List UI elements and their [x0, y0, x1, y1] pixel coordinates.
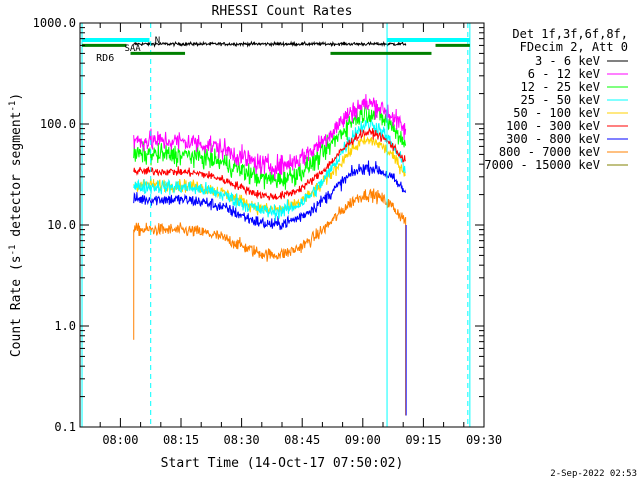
data-layer	[133, 40, 407, 416]
y-tick-label: 0.1	[54, 420, 76, 434]
series-line-3	[133, 116, 406, 221]
legend-label: 300 - 800 keV	[506, 132, 600, 146]
y-label-pre: Count Rate (s	[9, 255, 24, 357]
saa-label: N	[155, 36, 160, 46]
x-tick-label: 09:00	[345, 433, 381, 447]
series-line-5	[133, 127, 407, 201]
legend-label: 6 - 12 keV	[528, 67, 600, 81]
y-label-sup2: -1	[8, 101, 18, 112]
y-tick-label: 1000.0	[33, 16, 76, 30]
axis-layer: 08:00 08:15 08:30 08:45 09:00 09:15 09:30 0.1 1.…	[33, 16, 502, 447]
timestamp: 2-Sep-2022 02:53	[550, 469, 637, 479]
x-tick-label: 08:15	[163, 433, 199, 447]
series-line-0	[133, 40, 407, 48]
rd6-label: RD6	[96, 53, 114, 64]
chart-title: RHESSI Count Rates	[212, 4, 353, 19]
legend-label: 12 - 25 keV	[521, 80, 600, 94]
y-label-post: )	[9, 93, 24, 101]
saa-label-2: SAA	[124, 44, 141, 54]
y-label-sup1: -1	[8, 245, 18, 256]
x-tick-label: 08:00	[102, 433, 138, 447]
y-label-mid: detector segment	[9, 112, 24, 245]
legend-header-line: Det 1f,3f,6f,8f,	[512, 27, 628, 41]
series-line-1	[133, 94, 407, 180]
x-axis-label: Start Time (14-Oct-17 07:50:02)	[161, 456, 404, 471]
x-tick-label: 09:15	[405, 433, 441, 447]
legend-label: 3 - 6 keV	[535, 54, 600, 68]
legend-label: 25 - 50 keV	[521, 93, 600, 107]
legend-label: 50 - 100 keV	[513, 106, 600, 120]
legend-label: 7000 - 15000 keV	[484, 158, 600, 172]
legend: Det 1f,3f,6f,8f,FDecim 2, Att 03 - 6 keV…	[484, 27, 628, 172]
y-tick-label: 1.0	[54, 319, 76, 333]
legend-header-line: FDecim 2, Att 0	[520, 40, 628, 54]
x-tick-label: 08:45	[284, 433, 320, 447]
legend-label: 100 - 300 keV	[506, 119, 600, 133]
x-tick-label: 08:30	[224, 433, 260, 447]
y-tick-label: 100.0	[40, 117, 76, 131]
series-line-6	[133, 160, 407, 231]
legend-label: 800 - 7000 keV	[499, 145, 600, 159]
x-tick-label: 09:30	[466, 433, 502, 447]
series-line-2	[133, 105, 407, 190]
y-axis-label: Count Rate (s-1 detector segment-1)	[8, 93, 24, 357]
y-tick-label: 10.0	[47, 218, 76, 232]
series-line-7	[133, 188, 407, 262]
